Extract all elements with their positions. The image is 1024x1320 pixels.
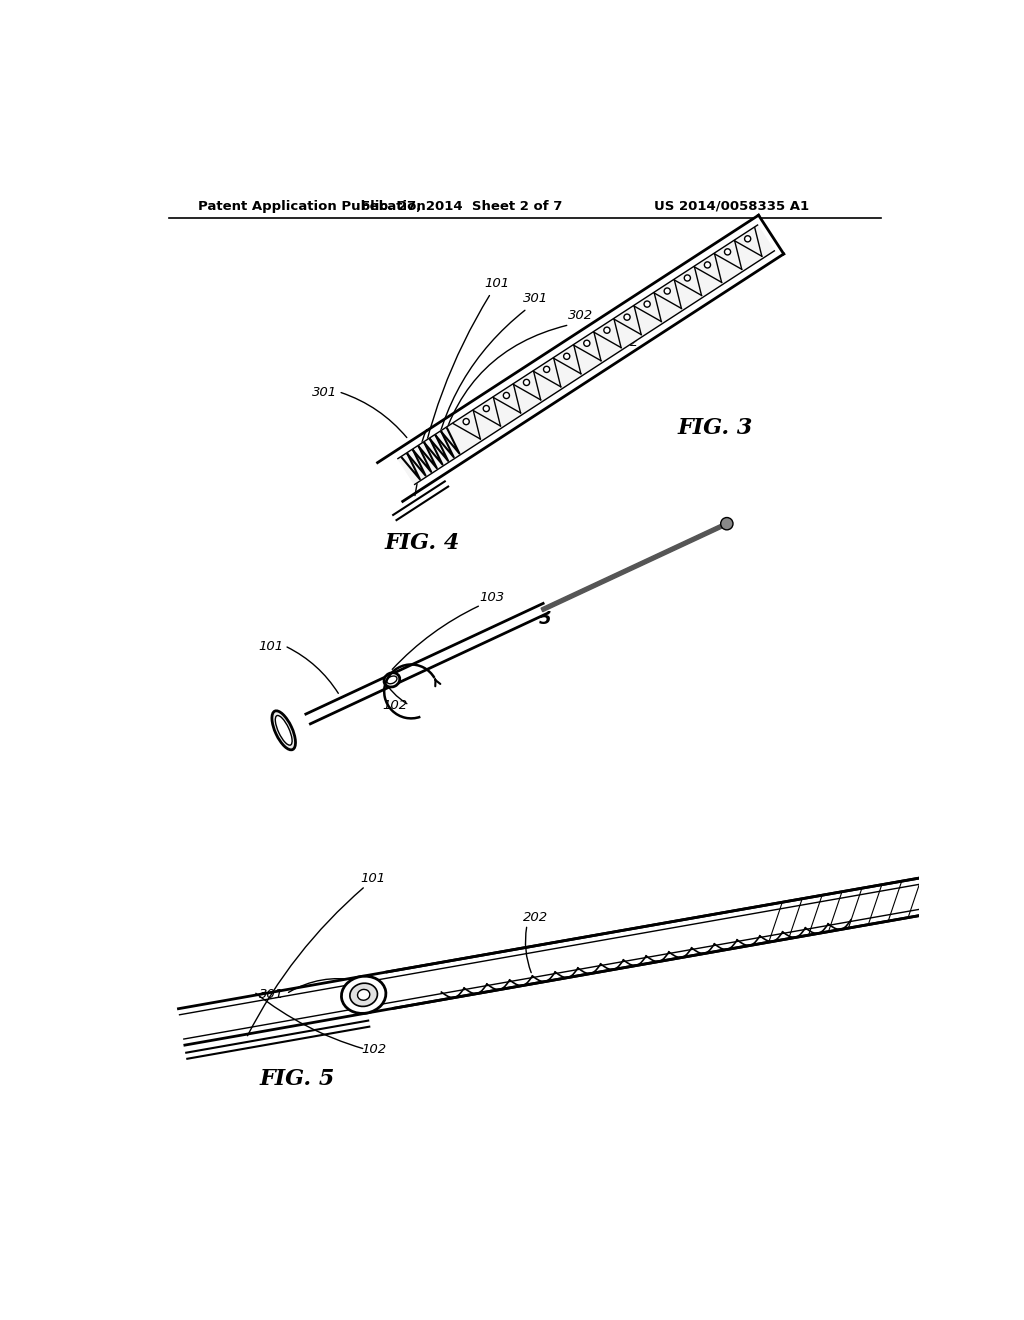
Text: 5: 5 bbox=[539, 610, 551, 628]
Circle shape bbox=[504, 392, 510, 399]
Ellipse shape bbox=[341, 977, 386, 1014]
Circle shape bbox=[644, 301, 650, 308]
Text: 102: 102 bbox=[423, 449, 449, 462]
Circle shape bbox=[744, 236, 751, 242]
Text: 101: 101 bbox=[360, 873, 385, 886]
Polygon shape bbox=[398, 224, 774, 484]
Circle shape bbox=[705, 261, 711, 268]
Text: 301: 301 bbox=[311, 385, 337, 399]
Polygon shape bbox=[306, 603, 548, 723]
Circle shape bbox=[624, 314, 630, 321]
Text: 102: 102 bbox=[383, 700, 408, 711]
Ellipse shape bbox=[350, 983, 378, 1006]
Text: 202: 202 bbox=[523, 911, 549, 924]
Circle shape bbox=[665, 288, 671, 294]
Circle shape bbox=[684, 275, 690, 281]
Ellipse shape bbox=[384, 673, 399, 686]
Text: 301: 301 bbox=[259, 987, 285, 1001]
Polygon shape bbox=[378, 215, 783, 502]
Text: 202: 202 bbox=[614, 335, 639, 348]
Text: 301: 301 bbox=[523, 293, 549, 305]
Text: Patent Application Publication: Patent Application Publication bbox=[199, 199, 426, 213]
Ellipse shape bbox=[357, 990, 370, 1001]
Circle shape bbox=[463, 418, 469, 425]
Text: 102: 102 bbox=[361, 1043, 387, 1056]
Text: FIG. 3: FIG. 3 bbox=[677, 417, 753, 438]
Text: FIG. 5: FIG. 5 bbox=[260, 1068, 335, 1089]
Circle shape bbox=[544, 366, 550, 372]
Text: 101: 101 bbox=[258, 640, 283, 652]
Circle shape bbox=[563, 354, 569, 359]
Text: 101: 101 bbox=[484, 277, 510, 290]
Polygon shape bbox=[178, 878, 928, 1045]
Circle shape bbox=[721, 517, 733, 529]
Ellipse shape bbox=[275, 715, 292, 746]
Text: US 2014/0058335 A1: US 2014/0058335 A1 bbox=[654, 199, 809, 213]
Circle shape bbox=[604, 327, 610, 333]
Circle shape bbox=[483, 405, 489, 412]
Text: FIG. 4: FIG. 4 bbox=[385, 532, 460, 554]
Text: 103: 103 bbox=[479, 591, 505, 605]
Circle shape bbox=[523, 379, 529, 385]
Text: Feb. 27, 2014  Sheet 2 of 7: Feb. 27, 2014 Sheet 2 of 7 bbox=[361, 199, 562, 213]
Circle shape bbox=[724, 248, 731, 255]
Text: 302: 302 bbox=[568, 309, 593, 322]
Polygon shape bbox=[541, 521, 728, 611]
Ellipse shape bbox=[272, 710, 296, 750]
Circle shape bbox=[584, 341, 590, 346]
